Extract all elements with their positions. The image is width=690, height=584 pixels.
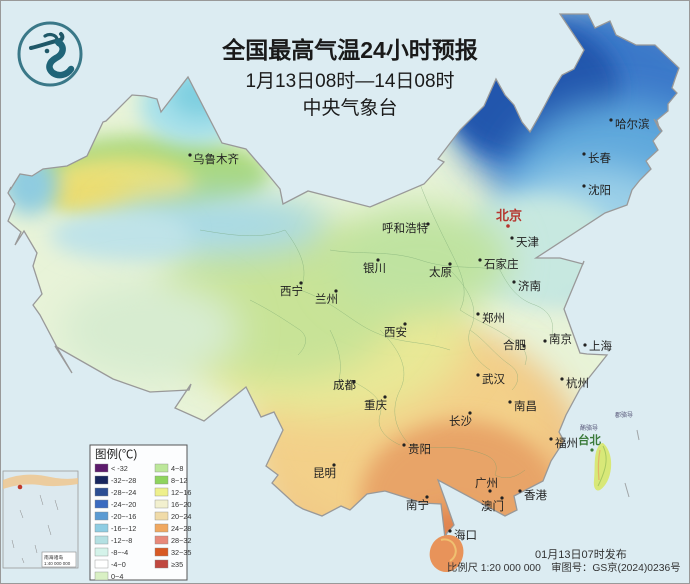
svg-text:≥35: ≥35	[171, 560, 183, 569]
svg-text:20~24: 20~24	[171, 512, 192, 521]
svg-text:-32~-28: -32~-28	[111, 476, 136, 485]
svg-text:银川: 银川	[363, 261, 386, 275]
svg-text:上海: 上海	[589, 339, 612, 353]
svg-text:4~8: 4~8	[171, 464, 183, 473]
svg-text:01月13日07时发布: 01月13日07时发布	[535, 547, 627, 561]
svg-text:全国最高气温24小时预报: 全国最高气温24小时预报	[221, 37, 478, 63]
svg-text:南宁: 南宁	[406, 498, 429, 512]
svg-text:0~4: 0~4	[111, 572, 123, 581]
svg-text:石家庄: 石家庄	[484, 257, 519, 271]
svg-text:长春: 长春	[588, 152, 611, 165]
svg-text:28~32: 28~32	[171, 536, 192, 545]
svg-text:武汉: 武汉	[482, 373, 505, 386]
svg-text:南海诸岛: 南海诸岛	[44, 554, 63, 561]
svg-text:1:40 000 000: 1:40 000 000	[44, 561, 71, 566]
svg-text:贵阳: 贵阳	[408, 443, 431, 456]
svg-text:西宁: 西宁	[280, 284, 303, 298]
svg-text:24~28: 24~28	[171, 524, 192, 533]
svg-text:昆明: 昆明	[313, 467, 336, 480]
svg-text:图例(℃): 图例(℃)	[95, 447, 137, 461]
svg-text:重庆: 重庆	[364, 398, 387, 412]
svg-text:成都: 成都	[333, 379, 356, 392]
svg-text:-4~0: -4~0	[111, 560, 126, 569]
svg-text:酭骆导: 酭骆导	[580, 424, 598, 432]
svg-text:沈阳: 沈阳	[588, 183, 611, 197]
svg-text:香港: 香港	[524, 489, 547, 502]
svg-text:1月13日08时—14日08时: 1月13日08时—14日08时	[245, 70, 454, 92]
svg-text:-24~-20: -24~-20	[111, 500, 136, 509]
svg-text:-12~-8: -12~-8	[111, 536, 132, 545]
svg-text:< -32: < -32	[111, 464, 128, 473]
svg-text:郡骆导: 郡骆导	[615, 411, 633, 419]
svg-text:呼和浩特: 呼和浩特	[382, 221, 428, 235]
svg-text:郑州: 郑州	[482, 311, 505, 325]
svg-text:福州: 福州	[555, 436, 578, 450]
svg-text:-28~-24: -28~-24	[111, 488, 136, 497]
svg-text:比例尺 1:20 000 000 审图号：GS京(2024): 比例尺 1:20 000 000 审图号：GS京(2024)0236号	[447, 561, 681, 574]
svg-text:-20~-16: -20~-16	[111, 512, 136, 521]
svg-text:乌鲁木齐: 乌鲁木齐	[193, 152, 239, 166]
svg-text:-8~-4: -8~-4	[111, 548, 128, 557]
svg-text:澳门: 澳门	[481, 499, 504, 513]
svg-text:-16~-12: -16~-12	[111, 524, 136, 533]
svg-text:南京: 南京	[549, 332, 572, 346]
svg-text:广州: 广州	[475, 477, 498, 490]
svg-text:杭州: 杭州	[566, 376, 589, 390]
svg-text:西安: 西安	[384, 325, 407, 339]
svg-text:32~35: 32~35	[171, 548, 192, 557]
svg-text:长沙: 长沙	[449, 415, 472, 428]
svg-text:合肥: 合肥	[503, 338, 526, 352]
svg-text:哈尔滨: 哈尔滨	[615, 117, 650, 131]
svg-text:中央气象台: 中央气象台	[302, 97, 397, 119]
svg-text:天津: 天津	[516, 236, 539, 249]
svg-text:南昌: 南昌	[514, 399, 537, 413]
svg-text:太原: 太原	[429, 266, 452, 279]
svg-text:8~12: 8~12	[171, 476, 187, 485]
svg-text:16~20: 16~20	[171, 500, 192, 509]
svg-text:兰州: 兰州	[315, 293, 338, 306]
svg-text:台北: 台北	[578, 433, 601, 447]
svg-text:济南: 济南	[518, 279, 541, 293]
svg-text:北京: 北京	[496, 208, 522, 223]
svg-text:12~16: 12~16	[171, 488, 192, 497]
